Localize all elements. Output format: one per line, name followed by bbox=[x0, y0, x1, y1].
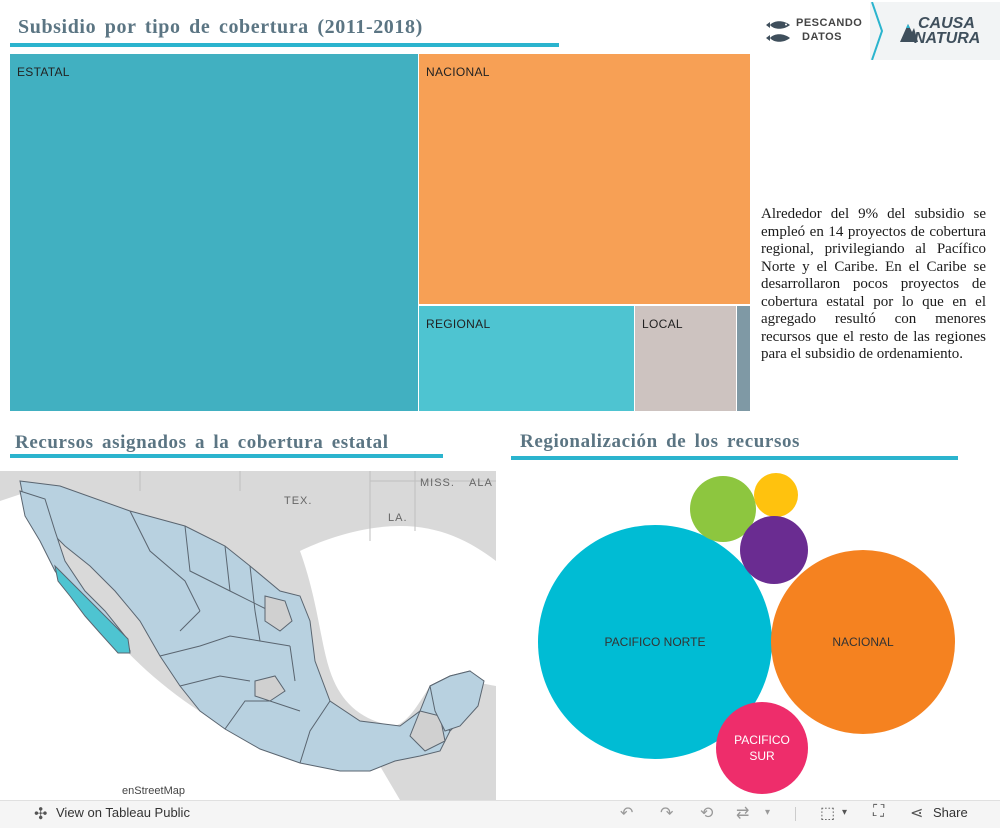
bubble-label: PACIFICO bbox=[734, 733, 790, 747]
bubble-unlabeled-5[interactable] bbox=[740, 516, 808, 584]
mountain-icon bbox=[900, 24, 918, 42]
treemap-cell-estatal[interactable]: ESTATAL bbox=[10, 54, 418, 411]
treemap-cell-local[interactable]: LOCAL bbox=[635, 306, 736, 411]
treemap-label: ESTATAL bbox=[17, 65, 70, 79]
bubble-label: NACIONAL bbox=[832, 635, 894, 649]
bubble-pacifico-norte[interactable] bbox=[538, 525, 772, 759]
download-icon[interactable]: ⬚ bbox=[820, 805, 836, 822]
treemap-label: NACIONAL bbox=[426, 65, 490, 79]
map-label-tex: TEX. bbox=[284, 495, 313, 507]
undo-icon[interactable]: ↶ bbox=[620, 805, 634, 822]
logo-chevron bbox=[870, 2, 1000, 60]
share-button[interactable]: Share bbox=[933, 805, 968, 820]
redo-icon[interactable]: ↷ bbox=[660, 805, 674, 822]
download-dropdown-icon[interactable]: ▾ bbox=[842, 807, 848, 818]
treemap-label: REGIONAL bbox=[426, 317, 491, 331]
bubble-pacifico-sur[interactable] bbox=[716, 702, 808, 794]
bubble-label: PACIFICO NORTE bbox=[605, 635, 706, 649]
tableau-icon: ✣ bbox=[34, 806, 48, 823]
chevron-right-icon bbox=[871, 2, 884, 60]
refresh-icon[interactable]: ⇄ bbox=[736, 805, 750, 822]
title-underline bbox=[10, 454, 443, 458]
pescando-datos-logo: PESCANDO DATOS bbox=[764, 14, 872, 48]
map-svg bbox=[0, 471, 496, 800]
pescando-line1: PESCANDO bbox=[796, 17, 863, 29]
title-underline bbox=[511, 456, 958, 460]
bubble-title: Regionalización de los recursos bbox=[520, 431, 801, 452]
map-credit: enStreetMap bbox=[122, 785, 185, 797]
view-on-tableau-link[interactable]: View on Tableau Public bbox=[56, 805, 190, 820]
tableau-toolbar: ✣ View on Tableau Public ↶ ↷ ⟲ ⇄ ▾ ⬚ ▾ ⛶… bbox=[0, 800, 1000, 828]
mexico-map[interactable]: TEX. LA. MISS. ALA bbox=[0, 471, 496, 800]
fish-icon bbox=[766, 21, 790, 42]
map-label-la: LA. bbox=[388, 512, 408, 524]
map-label-miss: MISS. bbox=[420, 477, 455, 489]
toolbar-divider bbox=[795, 807, 796, 821]
bubble-chart: PACIFICO NORTE NACIONAL PACIFICO SUR bbox=[538, 473, 955, 794]
bubble-nacional[interactable] bbox=[771, 550, 955, 734]
treemap-cell-nacional[interactable]: NACIONAL bbox=[419, 54, 750, 304]
treemap-title: Subsidio por tipo de cobertura (2011-201… bbox=[18, 16, 423, 38]
map-title: Recursos asignados a la cobertura estata… bbox=[15, 432, 389, 453]
revert-icon[interactable]: ⟲ bbox=[700, 805, 714, 822]
pescando-line2: DATOS bbox=[802, 31, 842, 43]
fullscreen-icon[interactable]: ⛶ bbox=[873, 803, 885, 820]
treemap-cell-other[interactable] bbox=[737, 306, 750, 411]
bubble-unlabeled-4[interactable] bbox=[754, 473, 798, 517]
treemap: ESTATAL NACIONAL REGIONAL LOCAL bbox=[10, 54, 750, 411]
treemap-label: LOCAL bbox=[642, 317, 683, 331]
map-highlight bbox=[54, 564, 131, 654]
refresh-dropdown-icon[interactable]: ▾ bbox=[765, 807, 771, 818]
causa-natura-logo: CAUSA NATURA bbox=[900, 14, 990, 48]
treemap-cell-regional[interactable]: REGIONAL bbox=[419, 306, 634, 411]
bubble-label: SUR bbox=[749, 749, 775, 763]
summary-paragraph: Alrededor del 9% del subsidio se empleó … bbox=[761, 206, 986, 362]
share-icon[interactable]: ⋖ bbox=[910, 805, 924, 822]
causa-line2: NATURA bbox=[914, 30, 981, 47]
title-underline bbox=[10, 43, 559, 47]
causa-line1: CAUSA bbox=[918, 15, 975, 32]
map-label-ala: ALA bbox=[469, 477, 493, 489]
bubble-unlabeled-3[interactable] bbox=[690, 476, 756, 542]
